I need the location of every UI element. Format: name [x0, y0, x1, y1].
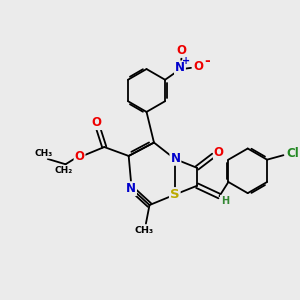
- Text: O: O: [92, 116, 102, 129]
- Text: N: N: [175, 61, 185, 74]
- Text: S: S: [170, 188, 180, 201]
- Text: -: -: [204, 54, 210, 68]
- Text: H: H: [221, 196, 229, 206]
- Text: CH₃: CH₃: [34, 149, 52, 158]
- Text: +: +: [182, 56, 190, 66]
- Text: CH₃: CH₃: [135, 226, 154, 235]
- Text: N: N: [126, 182, 136, 195]
- Text: CH₂: CH₂: [55, 166, 73, 175]
- Text: O: O: [214, 146, 224, 159]
- Text: O: O: [75, 150, 85, 163]
- Text: Cl: Cl: [286, 147, 299, 160]
- Text: N: N: [170, 152, 180, 165]
- Text: O: O: [176, 44, 187, 57]
- Text: O: O: [194, 60, 203, 73]
